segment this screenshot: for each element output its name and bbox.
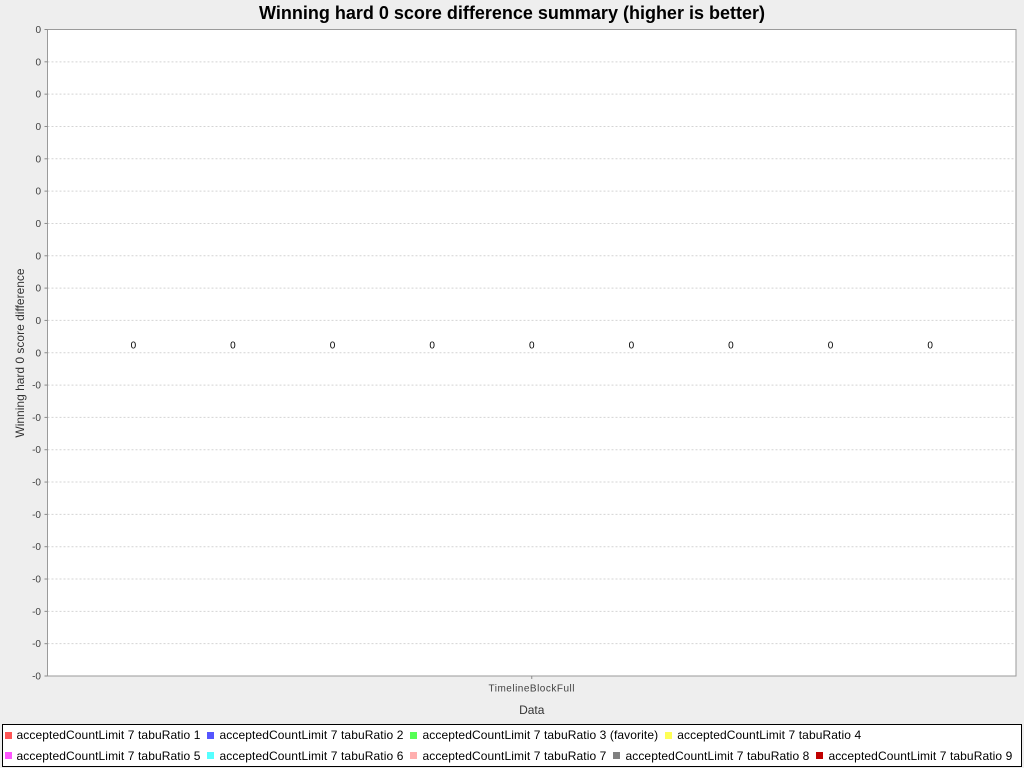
data-label-series-4: 0	[429, 340, 435, 351]
data-label-series-8: 0	[828, 340, 834, 351]
legend-swatch	[816, 752, 824, 760]
legend-item-9: acceptedCountLimit 7 tabuRatio 9	[816, 750, 1012, 762]
y-tick-label: -0	[32, 510, 41, 521]
y-tick-label: -0	[32, 445, 41, 456]
data-label-series-7: 0	[728, 340, 734, 351]
x-axis-label: Data	[519, 703, 545, 717]
y-tick-label: 0	[35, 348, 41, 359]
legend-row: acceptedCountLimit 7 tabuRatio 5 accepted…	[4, 746, 1022, 767]
data-label-series-1: 0	[131, 340, 137, 351]
y-tick-label: -0	[32, 381, 41, 392]
y-tick-label: 0	[35, 154, 41, 165]
legend-item-1: acceptedCountLimit 7 tabuRatio 1	[4, 728, 201, 743]
y-tick-label: 0	[35, 251, 41, 262]
y-tick-label: -0	[32, 639, 41, 650]
y-tick-label: -0	[32, 413, 41, 424]
y-tick-label: 0	[35, 187, 41, 198]
y-tick-label: 0	[35, 57, 41, 68]
legend-label: acceptedCountLimit 7 tabuRatio 6	[219, 748, 404, 763]
legend-label: acceptedCountLimit 7 tabuRatio 2	[219, 728, 404, 743]
y-tick-label: -0	[32, 672, 41, 683]
data-labels: 0 0 0 0 0 0 0 0 0	[131, 340, 934, 351]
data-label-series-9: 0	[927, 340, 933, 351]
y-tick-label: -0	[32, 478, 41, 489]
legend: acceptedCountLimit 7 tabuRatio 1 accepted…	[2, 724, 1022, 767]
x-axis: TimelineBlockFull	[489, 676, 575, 695]
y-tick-label: -0	[32, 575, 41, 586]
y-tick-label: 0	[35, 122, 41, 133]
legend-label: acceptedCountLimit 7 tabuRatio 7	[422, 748, 607, 763]
legend-swatch	[4, 752, 12, 760]
legend-item-2: acceptedCountLimit 7 tabuRatio 2	[207, 729, 403, 741]
legend-item-4: acceptedCountLimit 7 tabuRatio 4	[665, 729, 861, 741]
y-tick-label: -0	[32, 542, 41, 553]
y-axis: -0 -0 -0 -0 -0 -0 -0 -0 -0 -0 0 0 0 0 0 0 0 0 0 0 0	[32, 25, 48, 683]
y-tick-label: 0	[35, 90, 41, 101]
y-tick-label: 0	[35, 25, 41, 36]
legend-label: acceptedCountLimit 7 tabuRatio 5	[16, 748, 201, 763]
legend-label: acceptedCountLimit 7 tabuRatio 1	[16, 728, 201, 743]
legend-label: acceptedCountLimit 7 tabuRatio 8	[625, 748, 810, 763]
legend-swatch	[613, 752, 621, 760]
y-tick-label: 0	[35, 316, 41, 327]
data-label-series-6: 0	[629, 340, 635, 351]
x-tick-label: TimelineBlockFull	[489, 684, 575, 695]
legend-label: acceptedCountLimit 7 tabuRatio 4	[677, 728, 862, 743]
legend-label: acceptedCountLimit 7 tabuRatio 9	[828, 748, 1013, 763]
y-tick-label: 0	[35, 284, 41, 295]
legend-swatch	[410, 752, 418, 760]
legend-swatch	[410, 731, 418, 739]
legend-swatch	[207, 752, 215, 760]
data-label-series-2: 0	[230, 340, 236, 351]
legend-label: acceptedCountLimit 7 tabuRatio 3 (favori…	[422, 728, 659, 743]
legend-item-5: acceptedCountLimit 7 tabuRatio 5	[4, 748, 201, 763]
data-label-series-3: 0	[330, 340, 336, 351]
legend-swatch	[4, 731, 12, 739]
legend-row: acceptedCountLimit 7 tabuRatio 1 accepted…	[4, 725, 1022, 746]
y-tick-label: 0	[35, 219, 41, 230]
data-label-series-5: 0	[529, 340, 535, 351]
legend-item-3: acceptedCountLimit 7 tabuRatio 3 (favori…	[410, 729, 658, 741]
legend-swatch	[207, 731, 215, 739]
y-axis-label: Winning hard 0 score difference	[13, 268, 27, 438]
legend-item-6: acceptedCountLimit 7 tabuRatio 6	[207, 750, 403, 762]
y-tick-label: -0	[32, 607, 41, 618]
legend-swatch	[665, 731, 673, 739]
chart-title: Winning hard 0 score difference summary …	[259, 3, 765, 23]
legend-item-7: acceptedCountLimit 7 tabuRatio 7	[410, 750, 606, 762]
legend-item-8: acceptedCountLimit 7 tabuRatio 8	[613, 750, 809, 762]
